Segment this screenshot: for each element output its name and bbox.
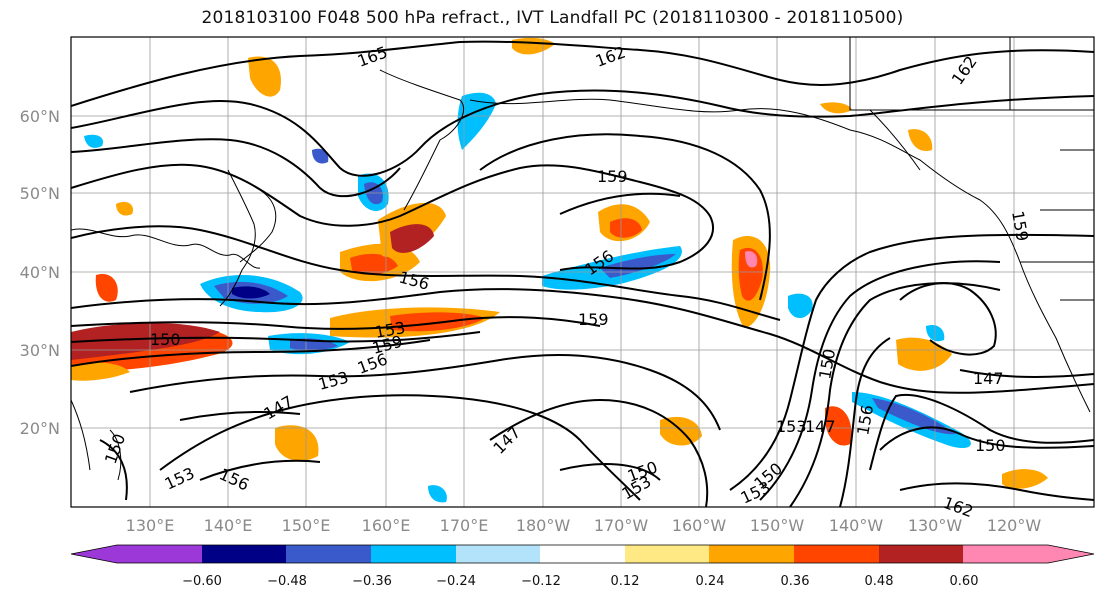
colorbar-bin	[456, 545, 541, 563]
colorbar-bin	[202, 545, 287, 563]
contour-label: 147	[973, 369, 1004, 388]
colorbar-tick-label: 0.24	[696, 574, 725, 589]
shading-patch	[610, 218, 642, 238]
lat-label-40n: 40°N	[20, 263, 60, 282]
lon-label: 130°W	[908, 516, 963, 535]
lat-label-20n: 20°N	[20, 419, 60, 438]
contour-label: 159	[597, 167, 628, 186]
colorbar-bin	[963, 545, 1049, 563]
colorbar-tick-label: −0.48	[267, 574, 307, 589]
shading-patch	[248, 56, 281, 97]
shading-patch	[820, 102, 852, 114]
colorbar-bin	[879, 545, 964, 563]
contour-label: 150	[975, 436, 1006, 455]
shading-patch	[1002, 469, 1048, 489]
colorbar-bin	[625, 545, 710, 563]
map-frame	[70, 36, 1095, 508]
colorbar-outline	[70, 544, 1095, 564]
colorbar-tick-label: 0.12	[611, 574, 640, 589]
colorbar-tick-label: −0.36	[352, 574, 392, 589]
lat-label-60n: 60°N	[20, 107, 60, 126]
map-panel: 165 162 162 159 159 156 156 156 156 153 …	[70, 36, 1095, 521]
shading-patch	[71, 362, 130, 381]
latitude-labels: 60°N 50°N 40°N 30°N 20°N	[20, 107, 60, 438]
lon-label: 150°E	[282, 516, 331, 535]
lon-label: 120°W	[987, 516, 1042, 535]
shading-patch	[116, 201, 134, 216]
colorbar-extend-low	[71, 545, 118, 563]
contour-label: 150	[150, 330, 181, 349]
contour-label: 147	[805, 417, 836, 436]
colorbar-bin	[709, 545, 795, 563]
colorbar-bin	[794, 545, 880, 563]
lon-label: 170°E	[440, 516, 489, 535]
colorbar-bin	[286, 545, 372, 563]
shading-patch	[908, 129, 933, 152]
lon-label: 140°W	[829, 516, 884, 535]
lon-label: 170°W	[594, 516, 649, 535]
colorbar-bin	[117, 545, 203, 563]
colorbar-tick-label: −0.12	[521, 574, 561, 589]
shading-patch	[825, 406, 852, 446]
shading-patch	[312, 148, 329, 164]
lon-label: 160°W	[672, 516, 727, 535]
shading-patch	[275, 425, 319, 461]
colorbar: −0.60 −0.48 −0.36 −0.24 −0.12 0.12 0.24 …	[70, 544, 1095, 589]
shading-patch	[84, 134, 104, 148]
longitude-labels: 130°E 140°E 150°E 160°E 170°E 180°W 170°…	[126, 516, 1042, 535]
lon-label: 130°E	[126, 516, 175, 535]
shading-patch	[745, 251, 758, 268]
shading-patch	[71, 322, 220, 360]
colorbar-bin	[540, 545, 626, 563]
colorbar-tick-label: 0.48	[865, 574, 894, 589]
colorbar-tick-label: 0.36	[781, 574, 810, 589]
map-title: 2018103100 F048 500 hPa refract., IVT La…	[201, 8, 904, 28]
lon-label: 160°E	[362, 516, 411, 535]
colorbar-tick-label: 0.60	[950, 574, 979, 589]
lon-label: 180°W	[516, 516, 571, 535]
shading-patch	[232, 286, 270, 299]
contour-label: 159	[578, 310, 609, 329]
lat-label-50n: 50°N	[20, 184, 60, 203]
shading-patch	[788, 293, 813, 319]
colorbar-bin	[371, 545, 457, 563]
colorbar-tick-label: −0.24	[436, 574, 476, 589]
lon-label: 140°E	[204, 516, 253, 535]
height-contours	[71, 40, 1094, 507]
shading-patch	[428, 485, 447, 503]
contour-label: 153	[776, 417, 807, 436]
shading-patch	[390, 224, 434, 253]
shading-patch	[95, 273, 118, 302]
colorbar-tick-label: −0.60	[182, 574, 222, 589]
lon-label: 150°W	[750, 516, 805, 535]
lat-label-30n: 30°N	[20, 341, 60, 360]
colorbar-extend-high	[1048, 545, 1094, 563]
